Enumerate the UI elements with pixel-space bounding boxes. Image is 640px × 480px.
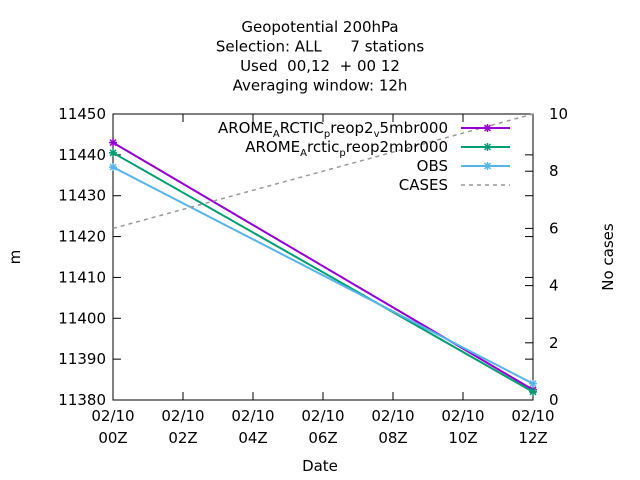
- x-tick-label-hour: 00Z: [98, 429, 127, 447]
- legend-marker-2: [483, 162, 492, 170]
- title-line: Averaging window: 12h: [233, 77, 408, 95]
- series-point-2: [529, 379, 537, 388]
- x-axis: 02/10 00Z 02/10 02Z 02/10 04Z 02/10 06Z 02/10 08Z…: [91, 114, 555, 447]
- x-tick-label-hour: 08Z: [378, 429, 407, 447]
- legend-label-2: OBS: [417, 157, 448, 175]
- x-tick-label-date: 02/10: [371, 407, 414, 425]
- y2-axis: 0 2 4 6 8 10: [525, 105, 568, 409]
- legend: AROMEARCTICpreop2v5mbr000AROMEArcticpreo…: [218, 119, 510, 194]
- series-point-1: [109, 148, 117, 157]
- y-tick-label: 11390: [58, 350, 106, 368]
- x-tick-label-hour: 10Z: [448, 429, 477, 447]
- series-line-0: [112, 141, 534, 391]
- chart-title: Geopotential 200hPa Selection: ALL 7 stat…: [216, 18, 424, 95]
- x-tick-label-hour: 12Z: [518, 429, 547, 447]
- x-tick-label-date: 02/10: [161, 407, 204, 425]
- series-point-1: [529, 387, 537, 396]
- y-tick-label: 11400: [58, 309, 106, 327]
- y2-tick-label: 8: [549, 162, 559, 180]
- y-tick-label: 11440: [58, 146, 106, 164]
- title-line: Geopotential 200hPa: [241, 18, 398, 36]
- x-axis-label: Date: [302, 457, 338, 475]
- y2-axis-label: No cases: [599, 223, 617, 291]
- y2-tick-label: 2: [549, 334, 559, 352]
- y2-tick-label: 4: [549, 277, 559, 295]
- y2-tick-label: 0: [549, 391, 559, 409]
- x-tick-label-hour: 02Z: [168, 429, 197, 447]
- legend-marker-0: [483, 124, 492, 132]
- legend-marker-1: [483, 143, 492, 151]
- series-line-2: [112, 166, 534, 385]
- x-tick-label-date: 02/10: [441, 407, 484, 425]
- y-tick-label: 11380: [58, 391, 106, 409]
- y-tick-label: 11430: [58, 187, 106, 205]
- y2-tick-label: 10: [549, 105, 568, 123]
- y-tick-label: 11450: [58, 105, 106, 123]
- legend-label-0: AROMEARCTICpreop2v5mbr000: [218, 119, 448, 140]
- y2-tick-label: 6: [549, 219, 559, 237]
- series-point-0: [109, 138, 117, 147]
- legend-label-1: AROMEArcticpreop2mbr000: [245, 138, 448, 159]
- x-tick-label-hour: 04Z: [238, 429, 267, 447]
- series-point-2: [109, 163, 117, 172]
- series-line-1: [112, 151, 534, 393]
- y-tick-label: 11410: [58, 268, 106, 286]
- x-tick-label-date: 02/10: [91, 407, 134, 425]
- y-axis: 11380 11390 11400 11410 11420 11430 11440 11450: [58, 105, 533, 409]
- y-tick-label: 11420: [58, 228, 106, 246]
- title-line: Selection: ALL 7 stations: [216, 38, 424, 56]
- x-tick-label-date: 02/10: [301, 407, 344, 425]
- series-group: [109, 113, 537, 396]
- y-axis-label: m: [6, 250, 24, 265]
- x-tick-label-date: 02/10: [511, 407, 554, 425]
- series-line-3: [112, 113, 534, 230]
- x-tick-label-date: 02/10: [231, 407, 274, 425]
- x-tick-label-hour: 06Z: [308, 429, 337, 447]
- legend-label-3: CASES: [399, 176, 448, 194]
- title-line: Used 00,12 + 00 12: [240, 57, 400, 75]
